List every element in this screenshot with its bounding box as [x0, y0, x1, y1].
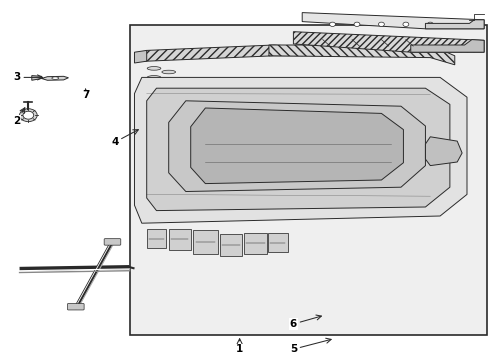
Polygon shape	[302, 13, 483, 29]
Ellipse shape	[147, 85, 161, 89]
FancyBboxPatch shape	[67, 303, 84, 310]
Polygon shape	[168, 101, 425, 192]
Polygon shape	[134, 45, 303, 61]
Text: 6: 6	[289, 315, 321, 329]
Polygon shape	[41, 76, 68, 80]
Ellipse shape	[162, 70, 175, 74]
Ellipse shape	[52, 77, 59, 80]
Circle shape	[402, 22, 408, 27]
Bar	[193, 230, 217, 254]
Polygon shape	[425, 137, 461, 166]
Polygon shape	[410, 40, 483, 52]
Polygon shape	[146, 88, 449, 211]
Circle shape	[378, 22, 384, 27]
Bar	[129, 25, 486, 335]
Bar	[267, 233, 287, 252]
Circle shape	[23, 111, 34, 119]
Text: 3: 3	[14, 72, 42, 82]
Polygon shape	[134, 77, 466, 223]
Text: 5: 5	[289, 338, 330, 354]
Bar	[243, 233, 266, 254]
Text: 2: 2	[14, 108, 25, 126]
Polygon shape	[32, 76, 41, 80]
Circle shape	[427, 22, 432, 27]
FancyBboxPatch shape	[104, 239, 121, 245]
Polygon shape	[268, 45, 454, 65]
Text: 1: 1	[236, 339, 243, 354]
Polygon shape	[425, 20, 483, 29]
Ellipse shape	[147, 76, 161, 79]
Circle shape	[20, 109, 37, 122]
Ellipse shape	[147, 67, 161, 70]
Text: 7: 7	[81, 89, 89, 100]
Circle shape	[353, 22, 359, 27]
Text: 4: 4	[111, 130, 138, 147]
Polygon shape	[293, 32, 483, 52]
Bar	[168, 229, 190, 250]
Polygon shape	[190, 108, 403, 184]
Circle shape	[329, 22, 335, 27]
Ellipse shape	[162, 80, 175, 84]
Bar	[146, 229, 166, 248]
Polygon shape	[134, 50, 146, 63]
Bar	[220, 234, 242, 256]
